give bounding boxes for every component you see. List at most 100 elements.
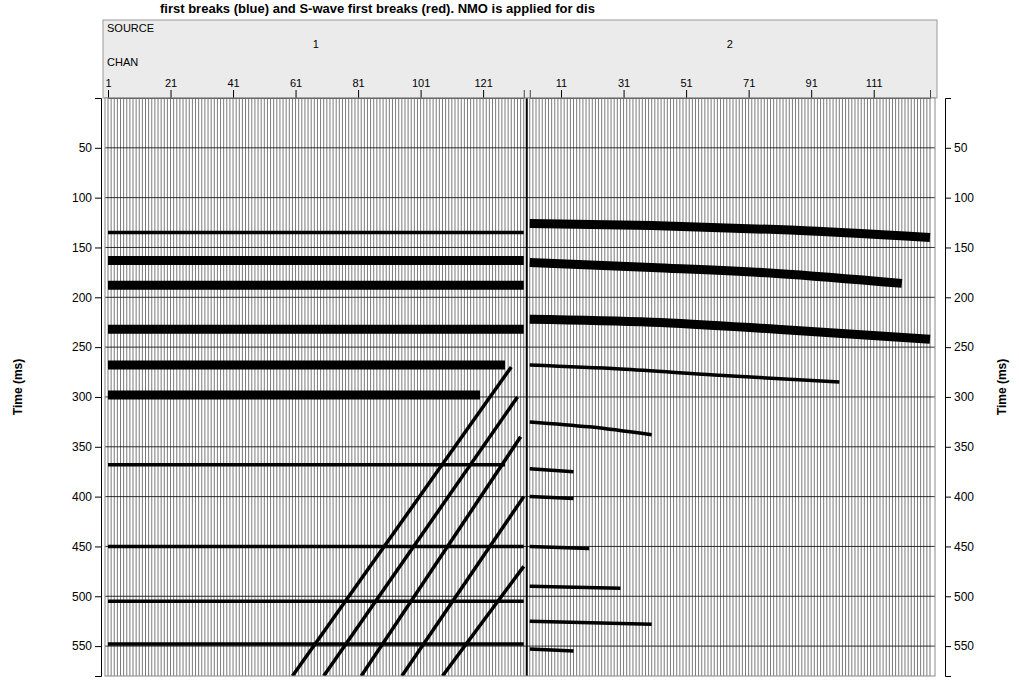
tick-mark (95, 247, 101, 248)
tick-label: 100 (72, 191, 92, 205)
tick-label: 101 (412, 77, 430, 89)
event (530, 365, 840, 382)
trace (786, 98, 787, 676)
tick-label: 500 (72, 590, 92, 604)
trace (229, 98, 230, 676)
trace (770, 98, 771, 676)
tick: 300 (945, 390, 974, 404)
trace (701, 98, 702, 676)
trace (823, 98, 824, 676)
tick: 250 (72, 340, 101, 354)
grid-line (105, 646, 935, 647)
trace (348, 98, 349, 676)
trace (251, 98, 252, 676)
trace (914, 98, 915, 676)
source-number: 1 (313, 38, 319, 50)
tick: 400 (72, 490, 101, 504)
tick-label: 50 (79, 141, 93, 155)
trace (114, 98, 115, 676)
trace (439, 98, 440, 676)
trace (808, 98, 809, 676)
gather-divider (526, 98, 528, 676)
grid-line (105, 347, 935, 348)
tick: 500 (945, 590, 974, 604)
trace (501, 98, 502, 676)
trace (161, 98, 162, 676)
grid (105, 148, 935, 646)
trace (848, 98, 849, 676)
trace (473, 98, 474, 676)
tick-label: 300 (72, 390, 92, 404)
tick-label: 61 (290, 77, 302, 89)
trace (123, 98, 124, 676)
grid-line (105, 496, 935, 497)
trace (270, 98, 271, 676)
events (108, 233, 524, 676)
trace (248, 98, 249, 676)
event (361, 437, 520, 676)
trace (317, 98, 318, 676)
chan-axis: 121416181101121 (105, 77, 524, 99)
tick-mark (95, 198, 101, 199)
event (108, 463, 505, 467)
y-axis-title: Time (ms) (995, 359, 1009, 415)
event (530, 262, 902, 283)
tick-label: 41 (227, 77, 239, 89)
tick-mark (945, 397, 951, 398)
trace (636, 98, 637, 676)
grid-line (105, 396, 935, 397)
trace (273, 98, 274, 676)
chan-axis: 1131517191111 (530, 77, 930, 99)
trace (242, 98, 243, 676)
tick-label: 250 (954, 340, 974, 354)
trace (126, 98, 127, 676)
trace (704, 98, 705, 676)
trace (695, 98, 696, 676)
trace (361, 98, 362, 676)
trace (254, 98, 255, 676)
tick-label: 350 (72, 440, 92, 454)
trace (783, 98, 784, 676)
trace (289, 98, 290, 676)
trace (729, 98, 730, 676)
trace (279, 98, 280, 676)
trace (514, 98, 515, 676)
event (108, 281, 524, 290)
trace (858, 98, 859, 676)
trace (792, 98, 793, 676)
tick-label: 111 (866, 77, 883, 89)
tick: 450 (945, 540, 974, 554)
axis-line (530, 90, 930, 99)
tick-mark (945, 596, 951, 597)
tick-mark (95, 546, 101, 547)
tick-label: 11 (556, 77, 567, 89)
tick-label: 200 (72, 291, 92, 305)
trace (717, 98, 718, 676)
tick-mark (945, 546, 951, 547)
trace (626, 98, 627, 676)
tick: 71 (743, 77, 755, 98)
trace (333, 98, 334, 676)
tick: 121 (474, 77, 492, 98)
trace (745, 98, 746, 676)
trace (579, 98, 580, 676)
trace (733, 98, 734, 676)
tick-label: 450 (954, 540, 974, 554)
tick-mark (95, 148, 101, 149)
trace (754, 98, 755, 676)
tick: 150 (945, 241, 974, 255)
title: first breaks (blue) and S-wave first bre… (160, 1, 595, 16)
trace (414, 98, 415, 676)
y-axis: 50100150200250300350400450500550 (72, 99, 102, 677)
grid-line (105, 546, 935, 547)
trace (423, 98, 424, 676)
trace (739, 98, 740, 676)
trace (520, 98, 521, 676)
trace (567, 98, 568, 676)
trace (192, 98, 193, 676)
tick-mark (108, 90, 109, 98)
trace (570, 98, 571, 676)
trace (879, 98, 880, 676)
plot-background (105, 98, 935, 676)
trace (264, 98, 265, 676)
